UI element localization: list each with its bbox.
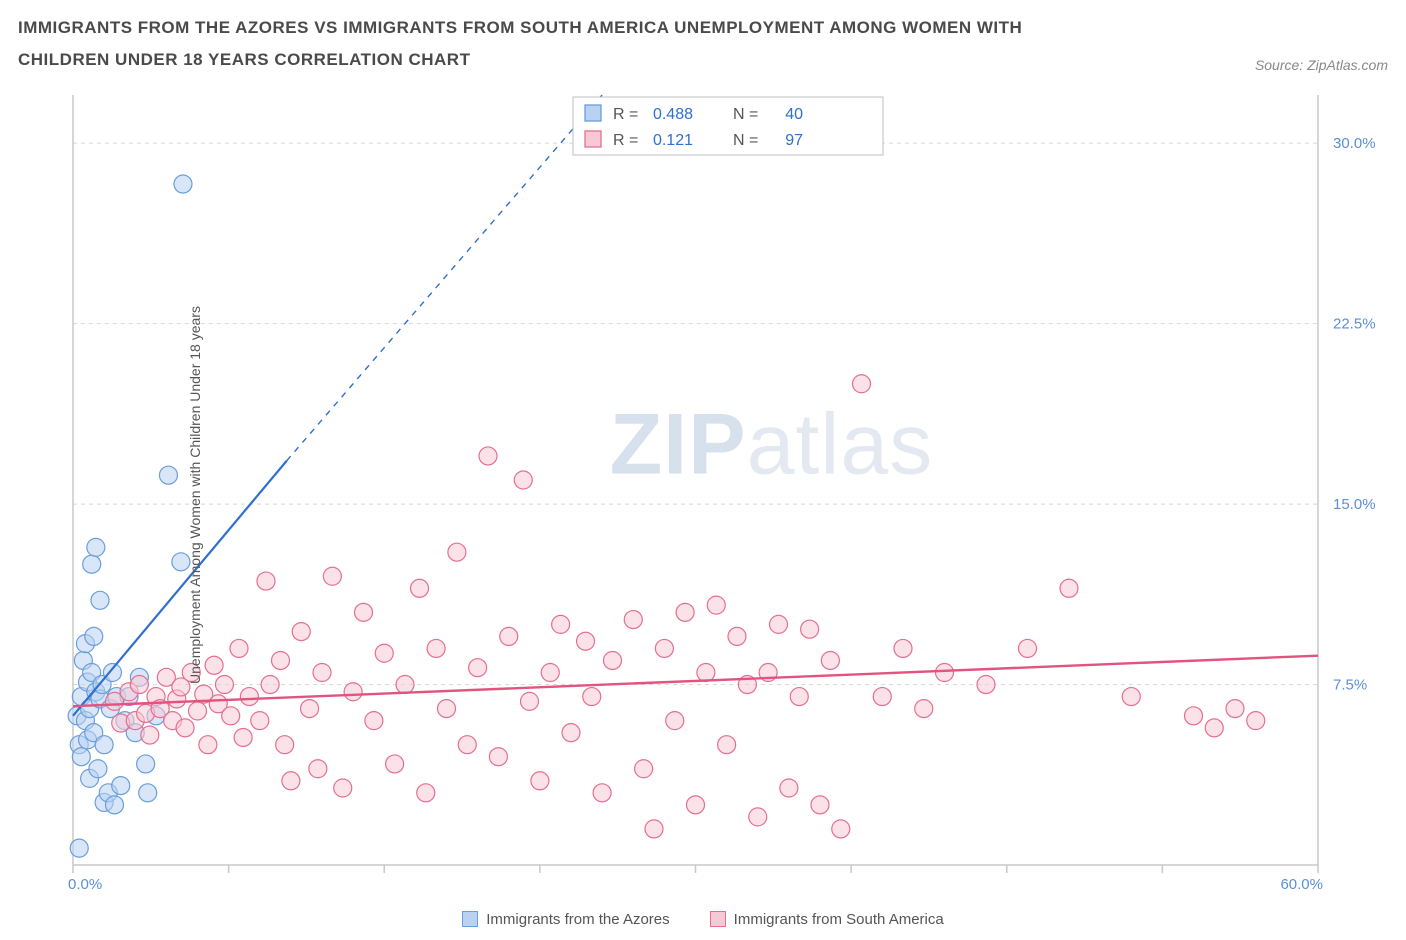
- svg-text:N =: N =: [733, 132, 758, 149]
- svg-text:N =: N =: [733, 106, 758, 123]
- legend-label: Immigrants from South America: [734, 911, 944, 928]
- svg-text:R =: R =: [613, 132, 638, 149]
- chart-title: IMMIGRANTS FROM THE AZORES VS IMMIGRANTS…: [18, 12, 1118, 77]
- svg-text:22.5%: 22.5%: [1333, 315, 1376, 332]
- legend-item-south-america: Immigrants from South America: [710, 911, 944, 928]
- legend-swatch-icon: [710, 911, 726, 927]
- svg-text:R =: R =: [613, 106, 638, 123]
- chart-header: IMMIGRANTS FROM THE AZORES VS IMMIGRANTS…: [18, 12, 1388, 77]
- legend-item-azores: Immigrants from the Azores: [462, 911, 669, 928]
- svg-text:0.121: 0.121: [653, 132, 693, 149]
- legend-swatch-icon: [462, 911, 478, 927]
- svg-text:15.0%: 15.0%: [1333, 496, 1376, 513]
- svg-text:7.5%: 7.5%: [1333, 676, 1367, 693]
- chart-source: Source: ZipAtlas.com: [1255, 57, 1388, 77]
- svg-text:30.0%: 30.0%: [1333, 135, 1376, 152]
- svg-text:97: 97: [785, 132, 803, 149]
- svg-text:0.488: 0.488: [653, 106, 693, 123]
- svg-text:60.0%: 60.0%: [1280, 876, 1323, 893]
- legend-label: Immigrants from the Azores: [486, 911, 669, 928]
- svg-text:40: 40: [785, 106, 803, 123]
- scatter-plot: 7.5% 15.0% 22.5% 30.0% 0.0% 60.0% R = 0.488 N = 4…: [18, 85, 1388, 905]
- legend: Immigrants from the Azores Immigrants fr…: [18, 911, 1388, 928]
- svg-text:0.0%: 0.0%: [68, 876, 102, 893]
- y-axis-label: Unemployment Among Women with Children U…: [187, 306, 203, 684]
- chart-area: Unemployment Among Women with Children U…: [18, 85, 1388, 905]
